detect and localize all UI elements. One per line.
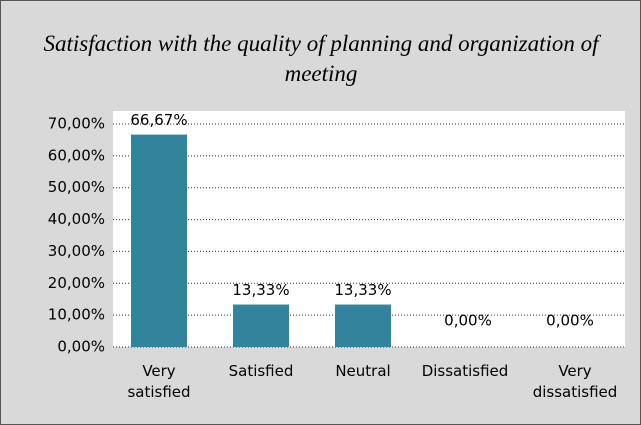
- y-tick-label: 70,00%: [48, 115, 105, 133]
- data-label: 0,00%: [444, 312, 492, 330]
- bar: [233, 304, 289, 347]
- y-tick-label: 40,00%: [48, 210, 105, 228]
- x-tick-label: Satisfied: [228, 362, 294, 380]
- data-label: 66,67%: [130, 111, 187, 129]
- x-tick-label: Dissatisfied: [421, 362, 509, 380]
- y-tick-label: 0,00%: [57, 338, 105, 356]
- chart-title: Satisfaction with the quality of plannin…: [43, 31, 599, 86]
- data-label: 13,33%: [334, 281, 391, 299]
- data-label: 0,00%: [546, 312, 594, 330]
- y-tick-label: 20,00%: [48, 274, 105, 292]
- bar: [131, 134, 187, 347]
- y-tick-label: 30,00%: [48, 242, 105, 260]
- y-tick-label: 60,00%: [48, 146, 105, 164]
- x-tick-label: Very dissatisfied: [532, 362, 618, 401]
- bar: [335, 304, 391, 347]
- y-tick-label: 50,00%: [48, 178, 105, 196]
- y-tick-label: 10,00%: [48, 306, 105, 324]
- x-tick-label: Neutral: [335, 362, 391, 380]
- x-tick-label: Very satisfied: [127, 362, 191, 401]
- data-label: 13,33%: [232, 281, 289, 299]
